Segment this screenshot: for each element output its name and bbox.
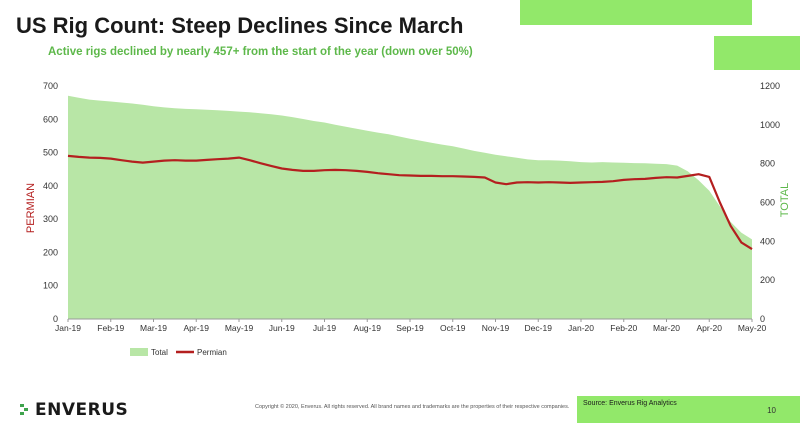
x-tick-label: Aug-19 bbox=[354, 323, 382, 333]
left-tick-label: 100 bbox=[43, 281, 58, 291]
right-accent-block bbox=[714, 36, 800, 70]
x-tick-label: May-19 bbox=[225, 323, 254, 333]
left-tick-label: 500 bbox=[43, 148, 58, 158]
x-tick-label: Oct-19 bbox=[440, 323, 466, 333]
enverus-logo: ENVERUS bbox=[20, 399, 128, 421]
left-tick-label: 0 bbox=[53, 314, 58, 324]
left-tick-label: 300 bbox=[43, 214, 58, 224]
left-tick-label: 600 bbox=[43, 114, 58, 124]
x-tick-label: Feb-19 bbox=[97, 323, 124, 333]
x-tick-label: Dec-19 bbox=[525, 323, 553, 333]
right-axis-label: TOTAL bbox=[779, 183, 791, 217]
x-tick-label: Feb-20 bbox=[610, 323, 637, 333]
x-tick-label: Nov-19 bbox=[482, 323, 510, 333]
x-tick-label: Apr-19 bbox=[183, 323, 209, 333]
legend-swatch-total bbox=[130, 348, 148, 356]
left-tick-label: 700 bbox=[43, 81, 58, 91]
top-accent-bar bbox=[520, 0, 752, 25]
page-title: US Rig Count: Steep Declines Since March bbox=[16, 13, 464, 38]
right-tick-label: 1000 bbox=[760, 120, 780, 130]
x-tick-label: Sep-19 bbox=[396, 323, 424, 333]
right-tick-label: 600 bbox=[760, 198, 775, 208]
left-tick-label: 400 bbox=[43, 181, 58, 191]
x-tick-label: Jul-19 bbox=[313, 323, 336, 333]
right-axis-ticks: 0 200 400 600 800 1000 1200 bbox=[760, 81, 780, 324]
chart-legend: Total Permian bbox=[130, 348, 227, 357]
x-tick-label: Jan-19 bbox=[55, 323, 81, 333]
x-tick-label: Mar-19 bbox=[140, 323, 167, 333]
copyright-notice: Copyright © 2020, Enverus. All rights re… bbox=[255, 404, 570, 410]
x-tick-label: May-20 bbox=[738, 323, 767, 333]
logo-text: ENVERUS bbox=[35, 400, 129, 420]
permian-line-series bbox=[67, 154, 753, 251]
x-tick-label: Apr-20 bbox=[696, 323, 722, 333]
x-tick-label: Jun-19 bbox=[269, 323, 295, 333]
left-axis-label: PERMIAN bbox=[25, 183, 37, 233]
x-axis-ticks: Jan-19 Feb-19 Mar-19 Apr-19 May-19 Jun-19 Jul-… bbox=[55, 319, 766, 333]
left-tick-label: 200 bbox=[43, 247, 58, 257]
legend-label-permian: Permian bbox=[197, 348, 227, 357]
x-tick-label: Mar-20 bbox=[653, 323, 680, 333]
x-tick-label: Jan-20 bbox=[568, 323, 594, 333]
page-number: 10 bbox=[767, 406, 776, 415]
logo-mark-icon bbox=[20, 404, 28, 415]
right-tick-label: 800 bbox=[760, 159, 775, 169]
right-tick-label: 1200 bbox=[760, 81, 780, 91]
source-text: Source: Enverus Rig Analytics bbox=[583, 400, 677, 407]
total-area-series bbox=[68, 95, 752, 319]
right-tick-label: 200 bbox=[760, 275, 775, 285]
legend-label-total: Total bbox=[151, 348, 168, 357]
left-axis-ticks: 0 100 200 300 400 500 600 700 bbox=[43, 81, 58, 324]
right-tick-label: 0 bbox=[760, 314, 765, 324]
right-tick-label: 400 bbox=[760, 236, 775, 246]
source-bar: Source: Enverus Rig Analytics 10 bbox=[577, 396, 800, 423]
page-subtitle: Active rigs declined by nearly 457+ from… bbox=[48, 46, 473, 58]
